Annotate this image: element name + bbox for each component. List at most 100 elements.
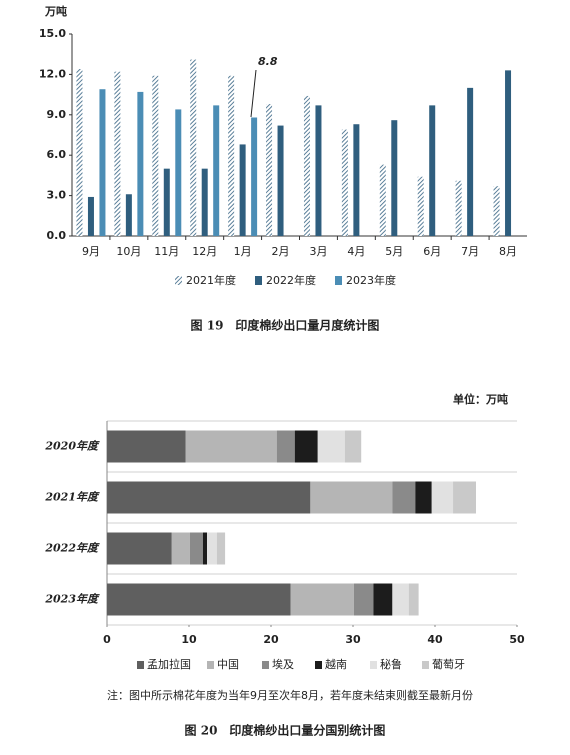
note: 注：图中所示棉花年度为当年9月至次年8月，若年度未结束则截至最新月份	[107, 688, 473, 702]
bar	[417, 176, 424, 236]
bar	[114, 71, 121, 236]
legend-swatch	[255, 276, 262, 285]
y-tick-label: 2021年度	[44, 491, 100, 504]
x-tick-label: 20	[263, 633, 279, 646]
bar	[391, 120, 398, 236]
x-tick-label: 8月	[499, 245, 517, 258]
annotation: 8.8	[258, 55, 278, 68]
bar-segment	[415, 481, 432, 514]
bar-segment	[408, 583, 419, 616]
legend-label: 孟加拉国	[147, 657, 191, 671]
x-tick-label: 3月	[309, 245, 327, 258]
bar	[87, 196, 94, 236]
annotation-arrow	[250, 69, 257, 118]
bar	[493, 186, 500, 236]
bar	[467, 87, 474, 236]
x-tick-label: 12月	[192, 245, 217, 258]
x-tick-label: 9月	[82, 245, 100, 258]
x-tick-label: 50	[509, 633, 525, 646]
y-tick-label: 2023年度	[44, 593, 100, 606]
bar	[429, 105, 436, 236]
legend-label: 越南	[325, 657, 347, 671]
x-tick-label: 5月	[385, 245, 403, 258]
x-tick-label: 10	[181, 633, 197, 646]
legend-label: 2022年度	[266, 273, 316, 287]
legend-swatch	[207, 661, 214, 669]
bar	[228, 75, 235, 236]
bar	[251, 117, 258, 236]
bar	[341, 129, 348, 236]
legend-swatch	[137, 661, 144, 669]
bar	[353, 124, 360, 236]
legend-swatch	[335, 276, 342, 285]
bar-segment	[431, 481, 454, 514]
bar-segment	[207, 532, 217, 565]
x-tick-label: 6月	[423, 245, 441, 258]
bar	[239, 144, 246, 236]
bar-segment	[216, 532, 226, 565]
bar-segment	[185, 430, 277, 463]
bar-segment	[107, 532, 172, 565]
bar-segment	[344, 430, 362, 463]
bar-segment	[317, 430, 345, 463]
bar-segment	[453, 481, 476, 514]
legend-label: 秘鲁	[380, 657, 402, 671]
bar-segment	[107, 583, 291, 616]
x-tick-label: 40	[427, 633, 443, 646]
bar	[266, 104, 273, 236]
bar	[315, 105, 322, 236]
bar	[379, 164, 386, 236]
x-tick-label: 30	[345, 633, 361, 646]
legend-label: 2021年度	[186, 273, 236, 287]
bar	[125, 194, 132, 236]
unit-label: 单位：万吨	[453, 392, 508, 406]
x-tick-label: 0	[103, 633, 111, 646]
bar	[505, 70, 512, 236]
x-tick-label: 7月	[461, 245, 479, 258]
bar-segment	[189, 532, 203, 565]
bar-segment	[276, 430, 295, 463]
legend-swatch	[370, 661, 377, 669]
legend-swatch	[315, 661, 322, 669]
bar	[303, 95, 310, 237]
bar	[455, 180, 462, 236]
legend-swatch	[422, 661, 429, 669]
y-axis-label: 万吨	[44, 4, 67, 18]
y-tick-label: 3.0	[47, 189, 67, 202]
y-tick-label: 6.0	[47, 148, 67, 161]
bar	[163, 168, 170, 236]
bar-segment	[392, 583, 409, 616]
bar-segment	[107, 430, 186, 463]
x-tick-label: 10月	[116, 245, 141, 258]
x-tick-label: 2月	[272, 245, 290, 258]
y-tick-label: 9.0	[47, 108, 67, 121]
y-tick-label: 15.0	[39, 27, 66, 40]
y-tick-label: 2022年度	[44, 542, 100, 555]
bar-segment	[353, 583, 374, 616]
bar	[76, 69, 83, 236]
caption: 图 19 印度棉纱出口量月度统计图	[191, 318, 380, 333]
caption: 图 20 印度棉纱出口量分国别统计图	[185, 723, 386, 738]
legend-label: 中国	[217, 658, 239, 671]
bar-segment	[310, 481, 393, 514]
bar-segment	[202, 532, 208, 565]
x-tick-label: 1月	[234, 245, 252, 258]
legend-label: 2023年度	[346, 273, 396, 287]
bar-segment	[290, 583, 354, 616]
legend-label: 埃及	[272, 657, 294, 671]
bar	[152, 75, 159, 236]
bar	[99, 89, 106, 236]
bar-segment	[107, 481, 311, 514]
legend-label: 葡萄牙	[432, 658, 465, 671]
bar	[175, 109, 182, 236]
y-tick-label: 12.0	[39, 67, 66, 80]
legend-swatch	[262, 661, 269, 669]
y-tick-label: 0.0	[47, 229, 67, 242]
bar-segment	[373, 583, 393, 616]
bar-segment	[392, 481, 416, 514]
bar	[190, 59, 197, 236]
bar	[213, 105, 220, 236]
bar	[137, 91, 144, 236]
